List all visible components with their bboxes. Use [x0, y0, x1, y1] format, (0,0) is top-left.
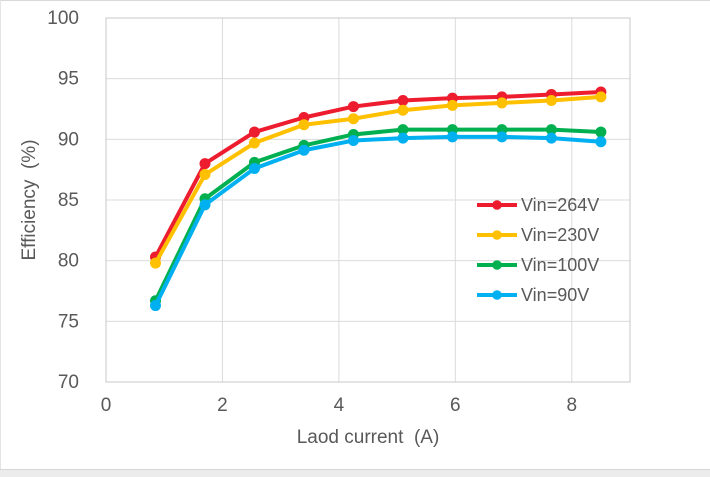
plot-border — [105, 17, 631, 383]
y-axis-title: Efficiency (%) — [19, 139, 40, 261]
series-line-vin-230v — [153, 94, 603, 266]
data-point-vin-90v — [199, 199, 211, 211]
y-tick-label: 95 — [58, 69, 79, 90]
window-top-edge — [0, 0, 710, 1]
legend-label: Vin=90V — [521, 285, 589, 305]
data-point-vin-230v — [199, 169, 211, 181]
data-point-vin-230v — [545, 95, 557, 107]
window-left-edge — [0, 0, 1, 469]
y-tick-label: 100 — [47, 8, 79, 29]
y-tick-label: 80 — [58, 251, 79, 272]
data-point-vin-90v — [446, 131, 458, 143]
data-point-vin-230v — [446, 99, 458, 111]
data-point-vin-90v — [347, 135, 359, 147]
legend-label: Vin=100V — [521, 255, 599, 275]
series-line-vin-90v — [153, 134, 603, 308]
data-point-vin-230v — [248, 137, 260, 149]
series-vin-100v — [149, 124, 607, 307]
legend-swatch-marker — [492, 200, 502, 210]
x-axis-title: Laod current (A) — [296, 427, 440, 448]
data-point-vin-230v — [347, 113, 359, 125]
legend-swatch-marker — [492, 290, 502, 300]
legend-swatch-marker — [492, 230, 502, 240]
data-point-vin-230v — [595, 91, 607, 103]
y-tick-label: 75 — [58, 311, 79, 332]
legend-item-vin-264v: Vin=264V — [477, 195, 599, 215]
series-vin-230v — [149, 91, 607, 269]
data-point-vin-90v — [496, 131, 508, 143]
data-point-vin-90v — [298, 144, 310, 156]
series-vin-90v — [149, 131, 607, 312]
x-tick-label: 8 — [566, 395, 577, 416]
data-point-vin-90v — [595, 136, 607, 148]
legend-swatch-marker — [492, 260, 502, 270]
legend-item-vin-230v: Vin=230V — [477, 225, 599, 245]
data-point-vin-100v — [595, 126, 607, 138]
series-line-vin-264v — [153, 90, 603, 260]
legend-label: Vin=264V — [521, 195, 599, 215]
y-tick-labels: 70 75 80 85 90 95 100 — [47, 8, 79, 393]
x-tick-labels: 0 2 4 6 8 — [101, 395, 577, 416]
x-tick-label: 0 — [101, 395, 112, 416]
y-tick-label: 70 — [58, 372, 79, 393]
data-point-vin-230v — [298, 119, 310, 131]
data-point-vin-230v — [397, 104, 409, 116]
legend-item-vin-90v: Vin=90V — [477, 285, 589, 305]
x-tick-label: 4 — [334, 395, 345, 416]
legend: Vin=264V Vin=230V Vin=100V Vin=90V — [477, 195, 599, 305]
data-point-vin-264v — [397, 95, 409, 107]
data-point-vin-90v — [397, 132, 409, 144]
data-point-vin-264v — [248, 126, 260, 138]
x-tick-label: 2 — [217, 395, 228, 416]
series-vin-264v — [149, 86, 607, 263]
y-tick-label: 90 — [58, 129, 79, 150]
legend-label: Vin=230V — [521, 225, 599, 245]
series-line-vin-100v — [153, 127, 603, 303]
data-point-vin-90v — [545, 132, 557, 144]
data-point-vin-230v — [149, 257, 161, 269]
window-bottom-bar — [0, 469, 710, 477]
data-point-vin-100v — [397, 124, 409, 136]
x-tick-label: 6 — [450, 395, 461, 416]
data-point-vin-230v — [496, 97, 508, 109]
data-point-vin-264v — [347, 101, 359, 113]
data-point-vin-90v — [248, 162, 260, 174]
legend-item-vin-100v: Vin=100V — [477, 255, 599, 275]
data-point-vin-100v — [545, 124, 557, 136]
y-tick-label: 85 — [58, 190, 79, 211]
data-point-vin-90v — [149, 300, 161, 312]
data-point-vin-264v — [199, 158, 211, 170]
